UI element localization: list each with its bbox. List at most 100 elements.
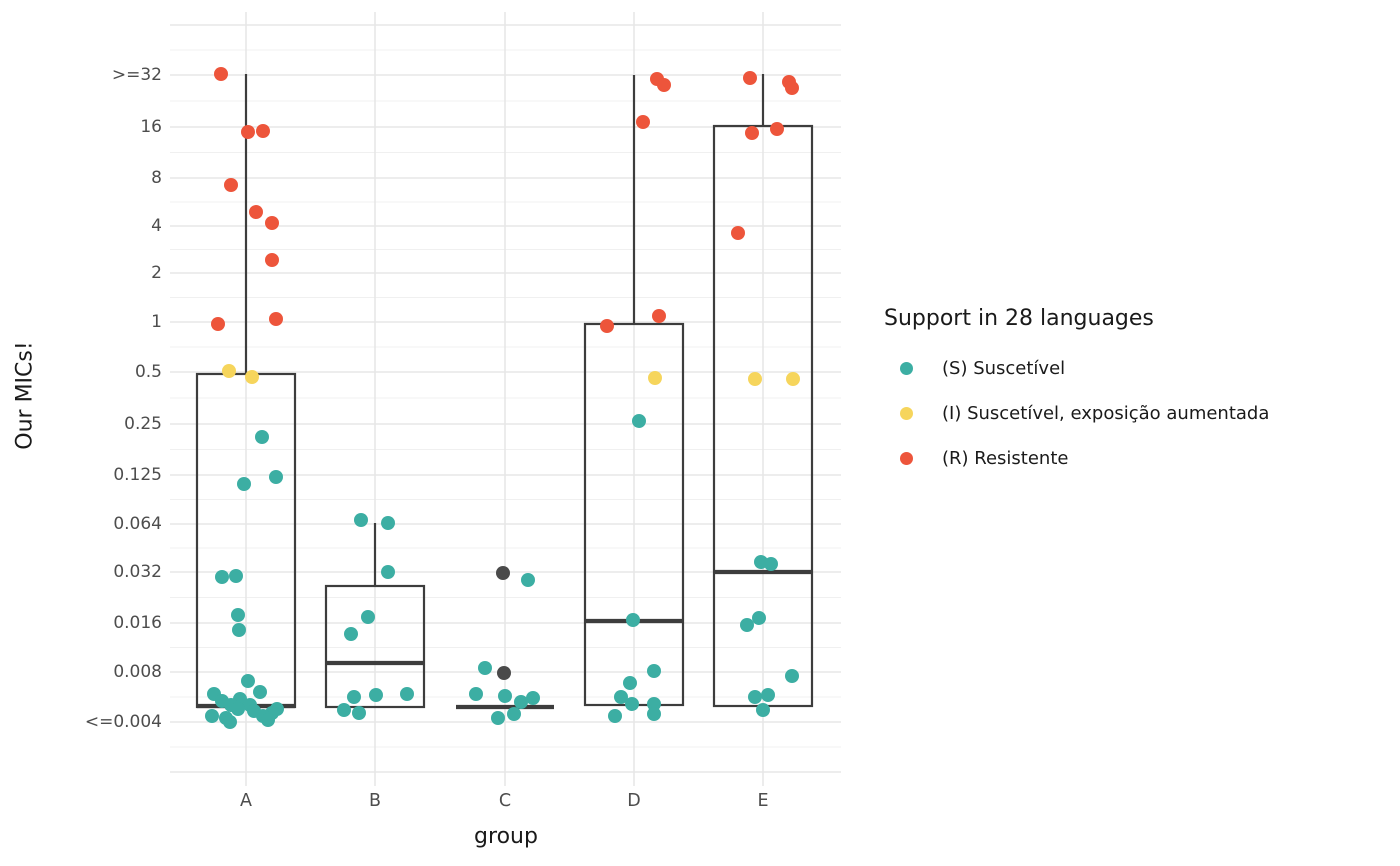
x-tick-label-C: C: [498, 791, 512, 811]
x-tick-label-E: E: [757, 791, 769, 811]
data-point-D-S: [623, 676, 637, 690]
y-tick-label: 8: [151, 168, 162, 188]
data-point-D-S: [608, 709, 622, 723]
y-tick-label: 1: [151, 312, 162, 332]
data-point-B-S: [347, 690, 361, 704]
data-point-A-S: [241, 674, 255, 688]
data-point-E-R: [743, 71, 757, 85]
data-point-A-R: [265, 253, 279, 267]
data-point-B-S: [381, 516, 395, 530]
data-point-C-S: [514, 695, 528, 709]
data-point-A-S: [261, 713, 275, 727]
data-point-A-S: [269, 470, 283, 484]
data-point-A-S: [253, 685, 267, 699]
data-point-B-S: [354, 513, 368, 527]
x-tick-label-D: D: [627, 791, 641, 811]
data-point-C-S: [469, 687, 483, 701]
data-point-E-I: [748, 372, 762, 386]
legend-items: (S) Suscetível (I) Suscetível, exposição …: [884, 357, 1384, 469]
data-point-A-S: [223, 715, 237, 729]
legend: Support in 28 languages (S) Suscetível (I…: [884, 306, 1384, 492]
legend-title: Support in 28 languages: [884, 306, 1154, 331]
legend-item: (S) Suscetível: [884, 357, 1384, 379]
legend-dot-icon: [900, 451, 913, 465]
data-point-B-S: [400, 687, 414, 701]
data-point-A-I: [245, 370, 259, 384]
y-tick-label: 2: [151, 263, 162, 283]
data-point-D-R: [657, 78, 671, 92]
data-point-A-S: [231, 608, 245, 622]
data-point-D-S: [647, 697, 661, 711]
legend-item-label: (S) Suscetível: [942, 357, 1066, 379]
data-point-D-S: [647, 707, 661, 721]
data-point-E-R: [731, 226, 745, 240]
data-point-E-S: [761, 688, 775, 702]
data-point-D-S: [647, 664, 661, 678]
y-tick-label: 0.064: [113, 514, 162, 534]
data-point-C-NA: [497, 666, 511, 680]
y-tick-label: 4: [151, 216, 162, 236]
data-point-A-S: [205, 709, 219, 723]
data-point-A-I: [222, 364, 236, 378]
data-point-E-R: [785, 81, 799, 95]
data-point-E-S: [748, 690, 762, 704]
data-point-A-R: [241, 125, 255, 139]
data-point-A-S: [232, 623, 246, 637]
data-point-D-S: [614, 690, 628, 704]
data-point-B-S: [352, 706, 366, 720]
data-point-D-R: [600, 319, 614, 333]
legend-item-label: (I) Suscetível, exposição aumentada: [942, 402, 1270, 424]
legend-item: (R) Resistente: [884, 447, 1384, 469]
y-tick-label: 0.25: [124, 414, 162, 434]
legend-dot-icon: [900, 406, 913, 420]
y-tick-label: 0.5: [134, 362, 162, 382]
y-tick-label: 0.125: [113, 465, 162, 485]
data-point-A-S: [231, 702, 245, 716]
data-point-A-R: [214, 67, 228, 81]
legend-item: (I) Suscetível, exposição aumentada: [884, 402, 1384, 424]
data-point-D-I: [648, 371, 662, 385]
data-point-E-S: [752, 611, 766, 625]
data-point-D-R: [636, 115, 650, 129]
data-point-D-R: [652, 309, 666, 323]
data-point-A-R: [269, 312, 283, 326]
data-point-A-S: [215, 570, 229, 584]
data-point-A-R: [211, 317, 225, 331]
data-point-B-S: [381, 565, 395, 579]
data-point-C-S: [521, 573, 535, 587]
y-tick-label: >=32: [111, 65, 162, 85]
data-point-E-I: [786, 372, 800, 386]
data-point-A-S: [229, 569, 243, 583]
y-axis-title: Our MICs!: [12, 341, 38, 450]
x-tick-label-A: A: [240, 791, 252, 811]
data-point-A-R: [265, 216, 279, 230]
data-point-E-R: [770, 122, 784, 136]
y-tick-label: 0.016: [113, 613, 162, 633]
data-point-B-S: [369, 688, 383, 702]
data-point-A-R: [249, 205, 263, 219]
data-point-C-S: [491, 711, 505, 725]
data-point-E-S: [756, 703, 770, 717]
legend-item-label: (R) Resistente: [942, 447, 1069, 469]
data-point-A-R: [256, 124, 270, 138]
data-point-A-S: [255, 430, 269, 444]
data-point-A-R: [224, 178, 238, 192]
data-point-C-S: [526, 691, 540, 705]
data-point-B-S: [361, 610, 375, 624]
x-axis-title: group: [474, 824, 538, 849]
legend-dot-icon: [900, 361, 913, 375]
data-point-E-R: [745, 126, 759, 140]
data-point-E-S: [785, 669, 799, 683]
data-point-A-S: [237, 477, 251, 491]
data-point-D-S: [626, 613, 640, 627]
data-point-C-S: [498, 689, 512, 703]
data-point-D-S: [632, 414, 646, 428]
data-point-D-S: [625, 697, 639, 711]
y-tick-label: 0.032: [113, 562, 162, 582]
data-point-E-S: [740, 618, 754, 632]
y-tick-label: 16: [140, 117, 162, 137]
data-point-C-S: [507, 707, 521, 721]
x-tick-label-B: B: [368, 791, 381, 811]
